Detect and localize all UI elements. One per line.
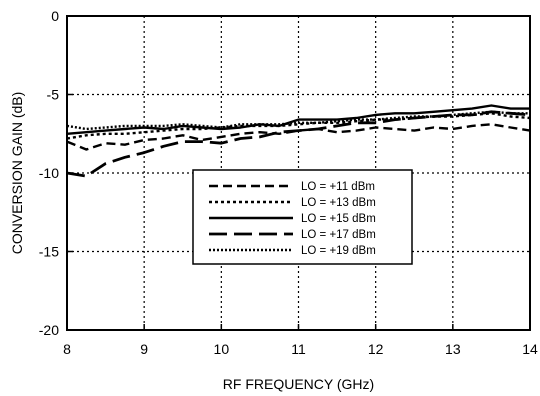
series-line-5 [66, 110, 530, 131]
legend: LO = +11 dBm LO = +13 dBm LO = +15 dBm LO =… [192, 169, 413, 265]
y-tick-label: -20 [39, 322, 59, 338]
y-tick-label: -5 [47, 87, 60, 103]
legend-label-4: LO = +17 dBm [301, 229, 376, 241]
y-tick-label: -15 [39, 244, 59, 260]
x-tick-label: 12 [368, 341, 384, 357]
x-tick-label: 14 [522, 341, 538, 357]
y-tick-labels: 0 -5 -10 -15 -20 [39, 8, 73, 338]
x-axis-label: RF FREQUENCY (GHz) [223, 376, 374, 392]
legend-label-1: LO = +11 dBm [301, 181, 375, 193]
series-line-4 [66, 110, 531, 178]
series-line-3 [66, 104, 530, 135]
y-tick-label: 0 [51, 8, 59, 24]
series-line-2 [66, 112, 531, 140]
legend-label-5: LO = +19 dBm [301, 245, 376, 257]
series-lines [66, 104, 531, 178]
y-tick-label: -10 [39, 165, 59, 181]
x-tick-label: 11 [291, 341, 306, 357]
x-tick-label: 8 [63, 341, 71, 357]
x-tick-labels: 8 9 10 11 12 13 14 [63, 324, 538, 357]
x-tick-label: 10 [214, 341, 230, 357]
legend-label-2: LO = +13 dBm [301, 197, 376, 209]
legend-label-3: LO = +15 dBm [301, 213, 376, 225]
y-axis-label: CONVERSION GAIN (dB) [9, 92, 25, 255]
x-tick-label: 9 [140, 341, 148, 357]
x-tick-label: 13 [445, 341, 461, 357]
